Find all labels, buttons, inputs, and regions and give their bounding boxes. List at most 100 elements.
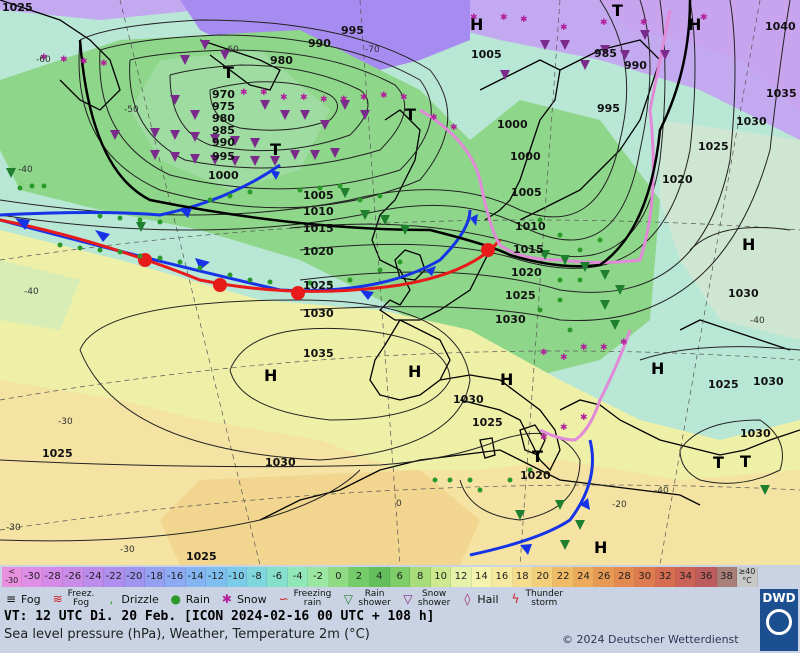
temp-label: -50	[124, 105, 139, 115]
svg-text:✱: ✱	[400, 93, 408, 103]
warm-front	[0, 218, 502, 293]
isobar-label: 1030	[740, 427, 771, 440]
fog-icon: ≡	[5, 592, 17, 606]
scale-cell: -4	[287, 567, 309, 587]
cold-front-north	[0, 163, 281, 217]
isobar-label: 1025	[505, 289, 536, 302]
pressure-centers: TTT THT HH H HHT THH	[223, 1, 755, 557]
svg-text:H: H	[651, 359, 664, 378]
isobar-label: 1025	[2, 1, 33, 14]
scale-cell: -14	[185, 567, 207, 587]
scale-cell: 4	[369, 567, 391, 587]
scale-cell: -26	[63, 567, 84, 587]
scale-cell: -2	[308, 567, 329, 587]
svg-text:✱: ✱	[580, 343, 588, 353]
legend-snow: ✱ Snow	[220, 589, 267, 609]
svg-text:T: T	[532, 447, 543, 466]
isobar-label: 1000	[510, 150, 541, 163]
isobar-label: 1030	[728, 287, 759, 300]
svg-text:✱: ✱	[240, 88, 248, 98]
isobar-label: 1015	[513, 243, 544, 256]
legend-panel: < -30 -30 -28 -26 -24 -22 -20 -18 -16 -14 -12 -10 -8…	[0, 565, 800, 653]
scale-cell: -8	[247, 567, 268, 587]
snow-icon: ✱	[221, 592, 232, 606]
isobar-label: 970	[212, 88, 235, 101]
scale-cell: -12	[206, 567, 227, 587]
legend-label: Freezing rain	[293, 589, 332, 608]
legend-drizzle: , Drizzle	[104, 589, 158, 609]
svg-text:H: H	[500, 370, 513, 389]
scale-cell: -16	[165, 567, 186, 587]
scale-cell: 10	[430, 567, 452, 587]
scale-cell: 34	[675, 567, 697, 587]
isobar-label: 1025	[42, 447, 73, 460]
legend-label: Rain shower	[358, 589, 391, 608]
svg-text:T: T	[270, 140, 281, 159]
shower-symbols	[110, 30, 670, 166]
temp-label: -40	[750, 316, 765, 326]
svg-text:✱: ✱	[380, 91, 388, 101]
temp-label: -40	[24, 287, 39, 297]
isobar-label: 975	[212, 100, 235, 113]
scale-cell: -6	[267, 567, 288, 587]
freezing-rain-icon: ∽	[278, 592, 289, 606]
scale-cell: 16	[492, 567, 513, 587]
svg-text:✱: ✱	[620, 338, 628, 348]
scale-cell: -20	[124, 567, 145, 587]
scale-cell: 36	[696, 567, 717, 587]
svg-text:H: H	[594, 538, 607, 557]
svg-text:✱: ✱	[100, 59, 108, 69]
svg-text:H: H	[688, 15, 701, 34]
scale-cell: 2	[349, 567, 370, 587]
svg-text:✱: ✱	[560, 423, 568, 433]
scale-cell: 24	[573, 567, 595, 587]
cold-zone	[0, 0, 800, 140]
hail-icon: ◊	[464, 592, 471, 606]
isobar-label: 1005	[511, 186, 542, 199]
svg-text:✱: ✱	[430, 113, 438, 123]
svg-text:✱: ✱	[560, 353, 568, 363]
svg-text:✱: ✱	[640, 18, 648, 28]
scale-cell: 8	[410, 567, 431, 587]
scale-cell: 14	[471, 567, 493, 587]
map-subtitle: Sea level pressure (hPa), Weather, Tempe…	[4, 627, 370, 642]
svg-text:✱: ✱	[450, 123, 458, 133]
temp-label: -30	[120, 545, 135, 555]
legend-label: Snow shower	[417, 589, 451, 608]
legend-label: Thunder storm	[525, 589, 564, 608]
isobar-label: 1030	[753, 375, 784, 388]
svg-text:T: T	[223, 63, 234, 82]
scale-cell: 6	[390, 567, 411, 587]
scale-cell: 18	[512, 567, 533, 587]
svg-text:H: H	[264, 366, 277, 385]
scale-cell: -22	[104, 567, 125, 587]
snow-symbols: ✱✱✱✱ ✱✱✱✱ ✱✱✱ ✱✱✱✱ ✱✱✱✱ ✱✱✱✱ ✱✱✱✱ ✱✱✱	[40, 13, 708, 443]
weather-symbol-legend: ≡ Fog ≋ Freez. Fog , Drizzle ● Rain ✱ Snow ∽ F…	[4, 589, 760, 609]
temp-label: -30	[6, 523, 21, 533]
temp-label: -30	[58, 417, 73, 427]
svg-text:✱: ✱	[300, 93, 308, 103]
isobar-label: 1030	[265, 456, 296, 469]
svg-text:✱: ✱	[700, 13, 708, 23]
isobar-label: 1030	[495, 313, 526, 326]
isobar-label: 1010	[303, 205, 334, 218]
legend-freezing-fog: ≋ Freez. Fog	[51, 589, 95, 609]
svg-text:✱: ✱	[540, 433, 548, 443]
snow-shower-icon: ▽	[403, 592, 413, 606]
copyright: © 2024 Deutscher Wetterdienst	[562, 633, 739, 646]
scale-cell: 30	[635, 567, 656, 587]
isobar-label: 1025	[708, 378, 739, 391]
temp-label: -40	[654, 486, 669, 496]
svg-text:✱: ✱	[470, 13, 478, 23]
svg-text:✱: ✱	[60, 55, 68, 65]
svg-text:✱: ✱	[320, 95, 328, 105]
legend-label: Snow	[236, 592, 267, 606]
legend-label: Hail	[477, 592, 499, 606]
legend-fog: ≡ Fog	[4, 589, 41, 609]
temp-label: -70	[365, 45, 380, 55]
scale-cell: < -30	[2, 567, 23, 587]
isobar-label: 1035	[766, 87, 797, 100]
temp-label: -60	[36, 55, 51, 65]
valid-time: VT: 12 UTC Di. 20 Feb. [ICON 2024-02-16 …	[4, 609, 435, 624]
legend-thunderstorm: ϟ Thunder storm	[509, 589, 564, 609]
